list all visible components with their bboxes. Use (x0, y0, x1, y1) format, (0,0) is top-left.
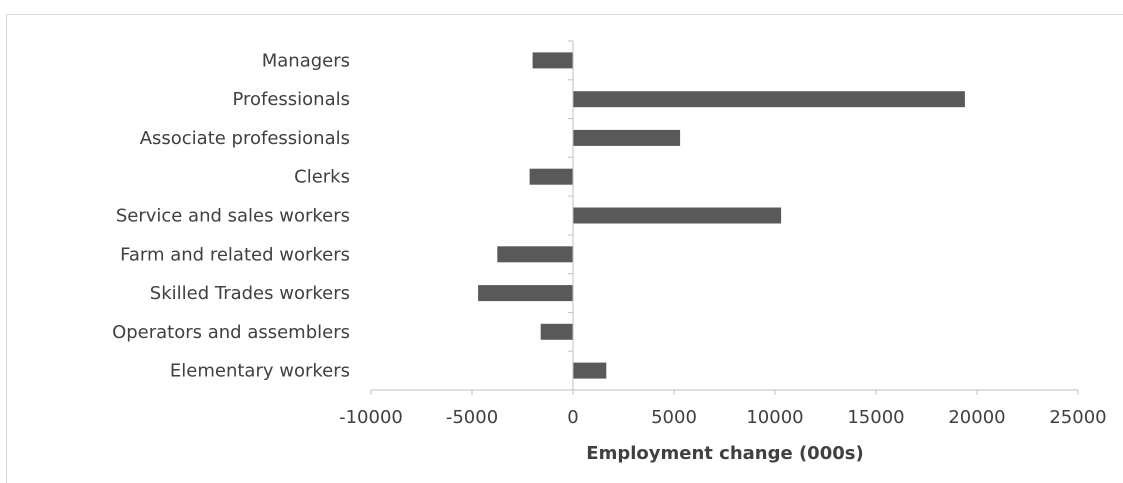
bar-service-and-sales-workers (573, 207, 782, 224)
x-tick-label: 5000 (651, 407, 697, 428)
x-tick-label: 20000 (948, 407, 1005, 428)
bar-clerks (529, 168, 573, 185)
bar-professionals (573, 91, 965, 108)
category-label: Managers (262, 50, 350, 71)
bar-elementary-workers (573, 362, 607, 379)
x-tick-label: 10000 (746, 407, 803, 428)
category-label: Professionals (232, 89, 350, 110)
axis-layer (370, 40, 1079, 395)
x-tick-label: -10000 (339, 407, 403, 428)
x-tick-label: 25000 (1049, 407, 1106, 428)
bar-managers (532, 52, 573, 69)
category-label: Skilled Trades workers (150, 283, 350, 304)
x-tick-label: 15000 (847, 407, 904, 428)
x-tick-label: -5000 (446, 407, 498, 428)
x-tick-label: 0 (567, 407, 578, 428)
bar-associate-professionals (573, 129, 681, 146)
x-axis-title: Employment change (000s) (586, 443, 863, 464)
category-label: Farm and related workers (120, 244, 350, 265)
bars-layer (478, 52, 965, 379)
labels-layer: Managers Professionals Associate professio… (112, 50, 1107, 428)
bar-farm-and-related-workers (497, 246, 574, 263)
chart-frame (6, 14, 1123, 483)
bar-operators-and-assemblers (540, 323, 573, 340)
category-label: Associate professionals (140, 128, 350, 149)
category-label: Clerks (294, 167, 350, 188)
category-label: Service and sales workers (116, 206, 350, 227)
category-label: Operators and assemblers (112, 322, 350, 343)
bar-skilled-trades-workers (478, 285, 573, 302)
category-label: Elementary workers (170, 361, 350, 382)
